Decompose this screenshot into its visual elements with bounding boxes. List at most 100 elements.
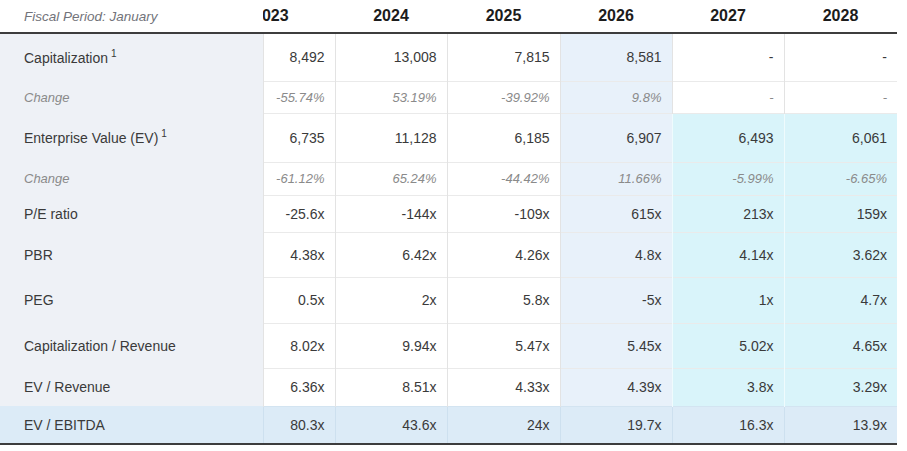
col-header-2024: 2024 <box>335 0 447 33</box>
row-label: PEG <box>0 277 263 323</box>
table-row: Enterprise Value (EV)16,73511,1286,1856,… <box>0 113 897 162</box>
value-cell: 3.29x <box>784 368 897 406</box>
table-row: PEG0.5x2x5.8x-5x1x4.7x <box>0 277 897 323</box>
value-cell: 6,185 <box>447 113 560 162</box>
value-cell: 5.02x <box>672 323 784 368</box>
value-cell: 24x <box>447 406 560 444</box>
row-label: PBR <box>0 232 263 277</box>
footnote-marker: 1 <box>111 48 117 59</box>
value-cell: 65.24% <box>335 162 447 195</box>
value-cell: 9.8% <box>560 81 672 113</box>
value-cell: 6.36x <box>263 368 335 406</box>
value-cell: 4.14x <box>672 232 784 277</box>
value-cell: 9.94x <box>335 323 447 368</box>
table-row: EV / EBITDA80.3x43.6x24x19.7x16.3x13.9x <box>0 406 897 444</box>
row-label-text: Change <box>24 171 70 186</box>
value-cell: 4.38x <box>263 232 335 277</box>
table-body: Capitalization18,49213,0087,8158,581--Ch… <box>0 33 897 444</box>
value-cell: 6,735 <box>263 113 335 162</box>
value-cell: 7,815 <box>447 33 560 81</box>
table-row: Change -61.12%65.24%-44.42%11.66%-5.99%-6… <box>0 162 897 195</box>
value-cell: -25.6x <box>263 195 335 232</box>
value-cell: 6,493 <box>672 113 784 162</box>
valuation-table: Fiscal Period: January 2023 2024 2025 20… <box>0 0 897 445</box>
value-cell: 8,492 <box>263 33 335 81</box>
value-cell: -6.65% <box>784 162 897 195</box>
value-cell: 19.7x <box>560 406 672 444</box>
value-cell: 5.47x <box>447 323 560 368</box>
row-label: Capitalization1 <box>0 33 263 81</box>
value-cell: 43.6x <box>335 406 447 444</box>
value-cell: -44.42% <box>447 162 560 195</box>
value-cell: - <box>672 33 784 81</box>
value-cell: 53.19% <box>335 81 447 113</box>
table-row: EV / Revenue6.36x8.51x4.33x4.39x3.8x3.29… <box>0 368 897 406</box>
row-label-text: PEG <box>24 292 54 308</box>
table-row: Capitalization18,49213,0087,8158,581-- <box>0 33 897 81</box>
value-cell: 4.39x <box>560 368 672 406</box>
value-cell: 8,581 <box>560 33 672 81</box>
table-row: Change-55.74%53.19%-39.92%9.8%-- <box>0 81 897 113</box>
row-label: P/E ratio <box>0 195 263 232</box>
col-header-2025: 2025 <box>447 0 560 33</box>
value-cell: -5x <box>560 277 672 323</box>
value-cell: 3.8x <box>672 368 784 406</box>
row-label-text: PBR <box>24 247 53 263</box>
table-row: PBR 4.38x6.42x4.26x4.8x4.14x3.62x <box>0 232 897 277</box>
value-cell: 4.8x <box>560 232 672 277</box>
value-cell: 4.26x <box>447 232 560 277</box>
row-label: Capitalization / Revenue <box>0 323 263 368</box>
value-cell: 80.3x <box>263 406 335 444</box>
row-label: Change <box>0 162 263 195</box>
row-label: Change <box>0 81 263 113</box>
col-header-2026: 2026 <box>560 0 672 33</box>
col-header-2023: 2023 <box>263 0 335 33</box>
value-cell: 5.45x <box>560 323 672 368</box>
row-label-text: EV / EBITDA <box>24 417 105 433</box>
value-cell: 11,128 <box>335 113 447 162</box>
value-cell: - <box>784 81 897 113</box>
row-label: EV / EBITDA <box>0 406 263 444</box>
value-cell: 6,907 <box>560 113 672 162</box>
col-header-2028: 2028 <box>784 0 897 33</box>
value-cell: 2x <box>335 277 447 323</box>
row-label-text: Change <box>24 90 70 105</box>
fiscal-period-label: Fiscal Period: January <box>0 0 263 33</box>
value-cell: 6,061 <box>784 113 897 162</box>
value-cell: 6.42x <box>335 232 447 277</box>
table-row: P/E ratio -25.6x-144x-109x615x213x159x <box>0 195 897 232</box>
value-cell: 11.66% <box>560 162 672 195</box>
value-cell: 4.7x <box>784 277 897 323</box>
value-cell: 13,008 <box>335 33 447 81</box>
row-label: Enterprise Value (EV)1 <box>0 113 263 162</box>
footnote-marker: 1 <box>161 128 167 139</box>
row-label-text: Enterprise Value (EV) <box>24 130 158 146</box>
row-label-text: Capitalization / Revenue <box>24 338 176 354</box>
value-cell: 8.02x <box>263 323 335 368</box>
row-label-text: EV / Revenue <box>24 379 110 395</box>
value-cell: 159x <box>784 195 897 232</box>
col-header-2027: 2027 <box>672 0 784 33</box>
value-cell: - <box>784 33 897 81</box>
value-cell: 615x <box>560 195 672 232</box>
value-cell: -144x <box>335 195 447 232</box>
value-cell: -5.99% <box>672 162 784 195</box>
value-cell: -39.92% <box>447 81 560 113</box>
table-row: Capitalization / Revenue8.02x9.94x5.47x5… <box>0 323 897 368</box>
value-cell: -61.12% <box>263 162 335 195</box>
row-label-text: P/E ratio <box>24 206 78 222</box>
value-cell: -55.74% <box>263 81 335 113</box>
col-header-2023-text: 2023 <box>263 0 289 31</box>
value-cell: 4.33x <box>447 368 560 406</box>
value-cell: 3.62x <box>784 232 897 277</box>
value-cell: - <box>672 81 784 113</box>
value-cell: 5.8x <box>447 277 560 323</box>
value-cell: 4.65x <box>784 323 897 368</box>
row-label: EV / Revenue <box>0 368 263 406</box>
value-cell: 13.9x <box>784 406 897 444</box>
header-row: Fiscal Period: January 2023 2024 2025 20… <box>0 0 897 33</box>
row-label-text: Capitalization <box>24 50 108 66</box>
value-cell: -109x <box>447 195 560 232</box>
value-cell: 213x <box>672 195 784 232</box>
value-cell: 0.5x <box>263 277 335 323</box>
